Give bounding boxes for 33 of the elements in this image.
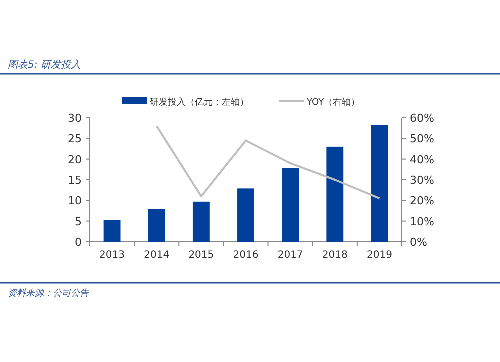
- bar: [326, 146, 344, 242]
- y2-tick-label: 30%: [410, 174, 434, 187]
- y2-tick-label: 0%: [410, 236, 428, 249]
- bar: [371, 125, 388, 242]
- legend-label: 研发投入（亿元；左轴）: [150, 97, 249, 108]
- bar: [282, 168, 300, 242]
- y2-tick-label: 20%: [410, 194, 434, 208]
- y2-tick-label: 40%: [410, 153, 434, 166]
- y2-tick-label: 60%: [410, 112, 434, 125]
- y-tick-label: 25: [68, 132, 82, 146]
- x-tick-label: 2015: [188, 250, 214, 261]
- y-tick-label: 5: [75, 215, 82, 228]
- chart-title: 图表5: 研发投入: [8, 59, 81, 71]
- y-tick-label: 10: [68, 194, 82, 208]
- legend-label: YOY（右轴）: [306, 97, 360, 108]
- x-tick-label: 2019: [366, 250, 392, 261]
- bar: [104, 220, 121, 242]
- x-tick-label: 2013: [100, 250, 126, 261]
- bar: [148, 209, 166, 242]
- y-tick-label: 30: [68, 112, 82, 125]
- line-series: [156, 125, 381, 200]
- bar: [238, 188, 254, 242]
- text: 资料来源：公司公告: [8, 288, 90, 299]
- x-tick-label: 2018: [322, 250, 348, 261]
- y2-tick-label: 50%: [410, 132, 434, 146]
- y-tick-label: 15: [68, 174, 82, 187]
- y-tick-label: 0: [75, 236, 82, 249]
- bar: [192, 202, 210, 242]
- y2-tick-label: 10%: [410, 215, 434, 228]
- y-tick-label: 20: [68, 153, 82, 166]
- x-tick-label: 2014: [144, 250, 170, 261]
- x-tick-label: 2016: [233, 250, 259, 261]
- x-tick-label: 2017: [278, 250, 304, 261]
